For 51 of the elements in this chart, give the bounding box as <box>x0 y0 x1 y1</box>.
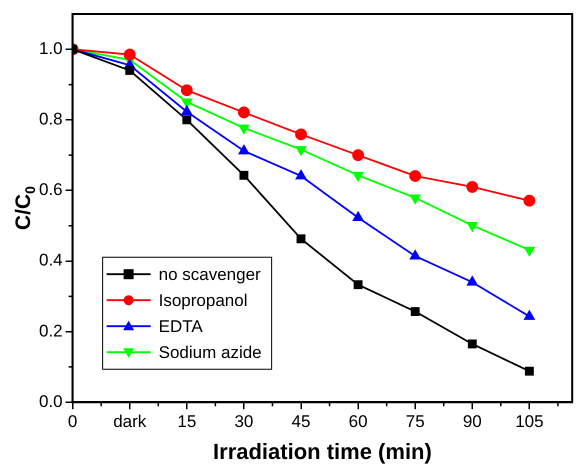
point <box>352 172 364 182</box>
point <box>524 246 535 256</box>
point <box>238 145 250 154</box>
y-tick-label: 1.0 <box>38 38 63 58</box>
point <box>409 170 422 182</box>
point <box>238 106 250 118</box>
y-tick-label: 0.0 <box>38 392 63 411</box>
point <box>524 310 535 320</box>
point <box>295 128 307 140</box>
point <box>354 280 363 290</box>
y-tick-label: 0.2 <box>38 321 63 340</box>
point <box>523 194 536 207</box>
point <box>124 48 136 60</box>
point <box>352 212 364 222</box>
point <box>524 366 534 376</box>
point <box>466 181 478 193</box>
point <box>182 115 192 124</box>
x-tick-label: 60 <box>348 412 368 432</box>
point <box>410 250 420 260</box>
legend-label: no scavenger <box>158 264 262 284</box>
point <box>410 194 420 204</box>
x-tick-label: 15 <box>177 412 196 432</box>
point <box>467 222 478 232</box>
point <box>180 84 193 96</box>
x-tick-label: dark <box>113 412 147 432</box>
x-tick-label: 105 <box>515 412 544 432</box>
point <box>238 124 250 134</box>
x-tick-label: 75 <box>406 412 425 432</box>
point <box>352 149 364 162</box>
point <box>296 146 306 156</box>
point <box>125 66 134 75</box>
point <box>410 307 420 316</box>
x-tick-label: 45 <box>292 412 310 432</box>
x-tick-label: 30 <box>234 412 254 432</box>
y-axis-title: C/C0 <box>12 186 38 230</box>
point <box>468 340 477 348</box>
x-tick-label: 0 <box>68 412 78 432</box>
y-tick-label: 0.4 <box>38 250 63 270</box>
point <box>182 98 192 108</box>
y-tick-label: 0.8 <box>38 110 63 129</box>
point <box>182 106 192 116</box>
legend-label: EDTA <box>158 316 204 336</box>
point <box>296 234 306 244</box>
y-tick-label: 0.6 <box>38 180 63 200</box>
legend-label: Sodium azide <box>158 342 262 362</box>
x-tick-label: 90 <box>462 412 482 432</box>
point <box>467 276 478 286</box>
point <box>239 170 248 180</box>
point <box>296 170 306 180</box>
legend-label: Isopropanol <box>158 290 248 310</box>
x-axis-title: Irradiation time (min) <box>213 438 432 464</box>
